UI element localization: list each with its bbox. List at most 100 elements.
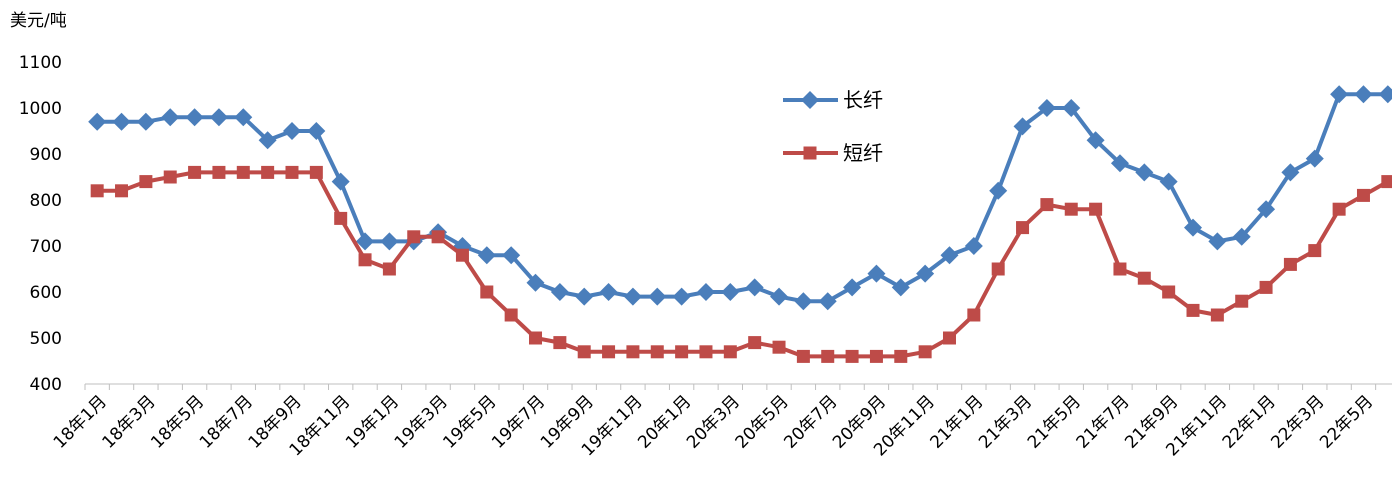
y-tick-label: 500 xyxy=(30,329,62,349)
data-point xyxy=(1235,294,1249,308)
data-point xyxy=(1308,244,1322,258)
data-point xyxy=(358,253,372,267)
data-point xyxy=(136,112,155,131)
data-point xyxy=(1259,280,1273,294)
x-tick-label: 19年1月 xyxy=(342,392,403,453)
data-point xyxy=(575,287,594,306)
data-point xyxy=(1037,99,1056,117)
x-tick-label: 20年1月 xyxy=(634,392,695,453)
y-axis-label: 美元/吨 xyxy=(10,11,67,31)
data-point xyxy=(258,131,277,150)
data-point xyxy=(650,345,664,359)
data-point xyxy=(696,283,715,301)
x-tick-label: 19年3月 xyxy=(391,392,452,453)
data-point xyxy=(331,172,350,191)
data-point xyxy=(1062,99,1081,117)
x-tick-label: 18年3月 xyxy=(99,392,160,453)
data-point xyxy=(502,246,521,265)
data-point xyxy=(1378,85,1392,104)
data-point xyxy=(1186,303,1200,317)
data-point xyxy=(1232,227,1251,246)
data-point xyxy=(1089,202,1103,216)
legend-label: 长纤 xyxy=(843,88,883,112)
data-point xyxy=(843,278,862,297)
data-point xyxy=(285,165,299,179)
x-tick-label: 18年5月 xyxy=(147,392,208,453)
data-point xyxy=(748,336,762,350)
data-point xyxy=(163,170,177,184)
data-point xyxy=(818,292,837,311)
data-point xyxy=(599,283,618,301)
data-point xyxy=(1354,85,1373,104)
data-point xyxy=(796,349,810,363)
y-tick-label: 1000 xyxy=(19,99,62,119)
legend-label: 短纤 xyxy=(843,141,883,165)
data-point xyxy=(602,345,616,359)
data-point xyxy=(967,308,981,322)
data-point xyxy=(964,237,983,255)
data-point xyxy=(529,331,543,345)
data-point xyxy=(282,122,301,140)
data-point xyxy=(1113,262,1127,276)
data-point xyxy=(1381,175,1392,189)
data-point xyxy=(382,262,396,276)
data-point xyxy=(723,345,737,359)
data-point xyxy=(940,246,959,265)
data-point xyxy=(526,273,545,292)
data-point xyxy=(309,165,323,179)
data-point xyxy=(1257,200,1276,219)
y-tick-label: 1100 xyxy=(19,53,62,73)
data-point xyxy=(577,345,591,359)
data-point xyxy=(431,230,445,244)
data-point xyxy=(821,349,835,363)
data-point xyxy=(916,264,935,283)
y-tick-label: 400 xyxy=(30,375,62,395)
data-point xyxy=(1208,232,1227,251)
data-point xyxy=(334,211,348,225)
data-point xyxy=(772,340,786,354)
data-point xyxy=(209,108,228,127)
y-tick-label: 900 xyxy=(30,145,62,165)
x-tick-label: 21年5月 xyxy=(1024,392,1085,453)
data-point xyxy=(504,308,518,322)
data-point xyxy=(188,165,202,179)
data-point xyxy=(407,230,421,244)
y-tick-label: 800 xyxy=(30,191,62,211)
data-point xyxy=(623,287,642,306)
data-point xyxy=(234,108,253,127)
data-point xyxy=(648,287,667,306)
x-tick-label: 22年3月 xyxy=(1267,392,1328,453)
x-tick-label: 20年7月 xyxy=(780,392,841,453)
y-tick-label: 600 xyxy=(30,283,62,303)
data-point xyxy=(1016,221,1030,235)
data-point xyxy=(212,165,226,179)
legend-marker xyxy=(801,91,819,109)
data-point xyxy=(1135,163,1154,182)
data-point xyxy=(869,349,883,363)
data-point xyxy=(1159,172,1178,191)
x-tick-label: 18年1月 xyxy=(50,392,111,453)
data-point xyxy=(675,345,689,359)
data-point xyxy=(1110,154,1129,173)
data-point xyxy=(1137,271,1151,285)
data-point xyxy=(477,246,496,265)
data-point xyxy=(1283,257,1297,271)
data-point xyxy=(307,122,326,140)
data-point xyxy=(356,232,375,251)
series-line xyxy=(97,170,1389,359)
x-tick-label: 22年5月 xyxy=(1316,392,1377,453)
x-tick-label: 21年7月 xyxy=(1073,392,1134,453)
data-point xyxy=(745,278,764,297)
data-point xyxy=(236,165,250,179)
data-point xyxy=(1162,285,1176,299)
data-point xyxy=(88,112,107,131)
data-point xyxy=(550,283,569,301)
x-tick-label: 20年5月 xyxy=(732,392,793,453)
data-point xyxy=(626,345,640,359)
data-point xyxy=(894,349,908,363)
data-point xyxy=(1356,188,1370,202)
data-point xyxy=(1330,85,1349,104)
data-point xyxy=(455,248,469,262)
data-point xyxy=(1013,117,1032,136)
